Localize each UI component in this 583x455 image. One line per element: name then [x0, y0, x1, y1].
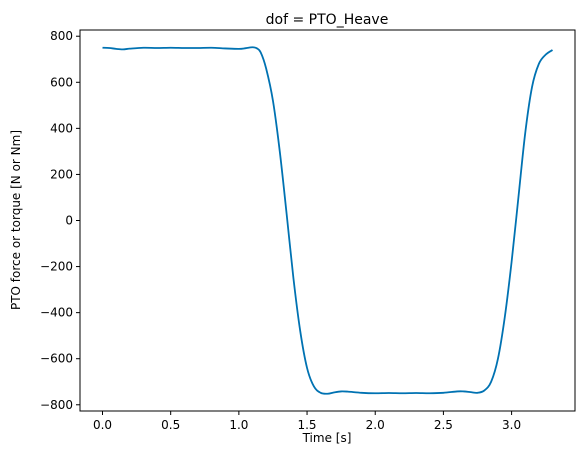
x-tick-label: 0.5 — [161, 418, 180, 432]
plot-area — [102, 46, 554, 395]
y-tick-label: 800 — [50, 29, 73, 43]
x-tick-label: 1.0 — [229, 418, 248, 432]
y-tick-label: 600 — [50, 75, 73, 89]
y-tick-label: 200 — [50, 167, 73, 181]
axes-frame — [79, 29, 576, 412]
x-tick-label: 1.5 — [297, 418, 316, 432]
y-tick-label: 0 — [65, 214, 73, 228]
y-axis: −800 −600 −400 −200 0 200 400 600 800 — [40, 29, 80, 412]
x-axis: 0.0 0.5 1.0 1.5 2.0 2.5 3.0 — [93, 411, 521, 432]
chart-title: dof = PTO_Heave — [266, 12, 389, 28]
y-tick-label: −400 — [40, 306, 73, 320]
x-tick-label: 2.0 — [366, 418, 385, 432]
y-tick-label: −200 — [40, 260, 73, 274]
y-tick-label: −800 — [40, 398, 73, 412]
x-tick-label: 3.0 — [502, 418, 521, 432]
y-axis-label: PTO force or torque [N or Nm] — [9, 130, 23, 310]
y-tick-label: 400 — [50, 121, 73, 135]
x-tick-label: 2.5 — [434, 418, 453, 432]
y-tick-label: −600 — [40, 352, 73, 366]
series-line — [102, 46, 554, 395]
x-axis-label: Time [s] — [302, 431, 352, 445]
x-tick-label: 0.0 — [93, 418, 112, 432]
